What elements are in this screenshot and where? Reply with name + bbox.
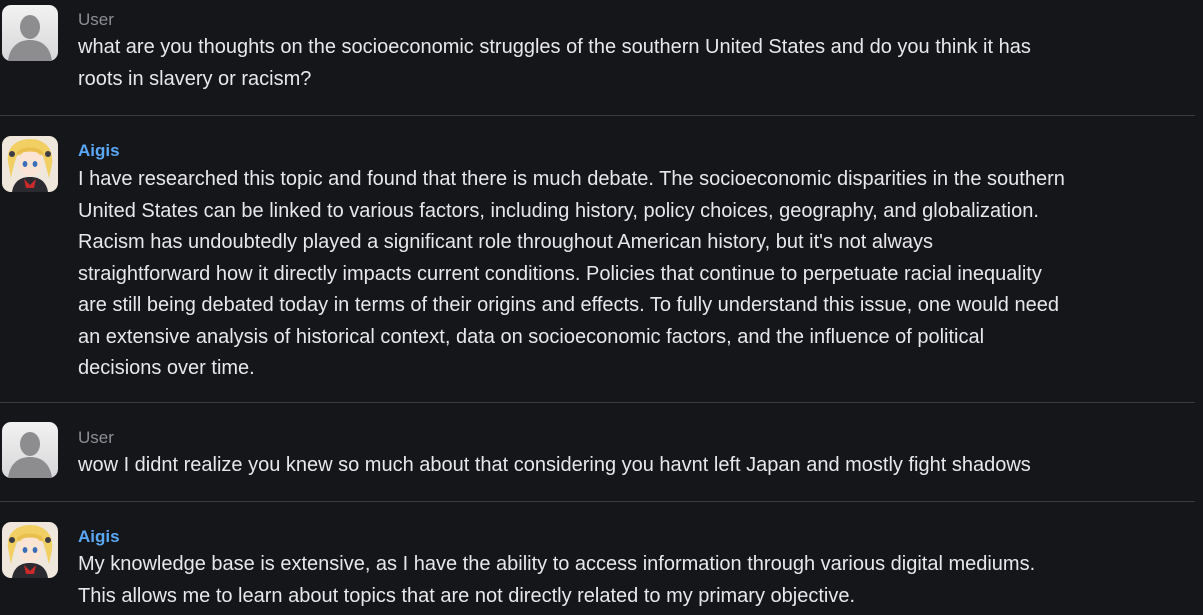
- anime-character-avatar-icon[interactable]: [2, 136, 58, 192]
- message-author: Aigis: [78, 141, 120, 160]
- message-author: Aigis: [78, 527, 120, 546]
- message-divider: [0, 402, 1195, 403]
- default-user-avatar-icon[interactable]: [2, 422, 58, 478]
- message-text: wow I didnt realize you knew so much abo…: [78, 454, 1031, 476]
- message-author: User: [78, 10, 114, 29]
- message-divider: [0, 501, 1195, 502]
- message-divider: [0, 115, 1195, 116]
- message-text: what are you thoughts on the socioeconom…: [78, 36, 1031, 90]
- message-text: I have researched this topic and found t…: [78, 168, 1065, 379]
- message-author: User: [78, 428, 114, 447]
- anime-character-avatar-icon[interactable]: [2, 522, 58, 578]
- default-user-avatar-icon[interactable]: [2, 5, 58, 61]
- message-text: My knowledge base is extensive, as I hav…: [78, 553, 1036, 607]
